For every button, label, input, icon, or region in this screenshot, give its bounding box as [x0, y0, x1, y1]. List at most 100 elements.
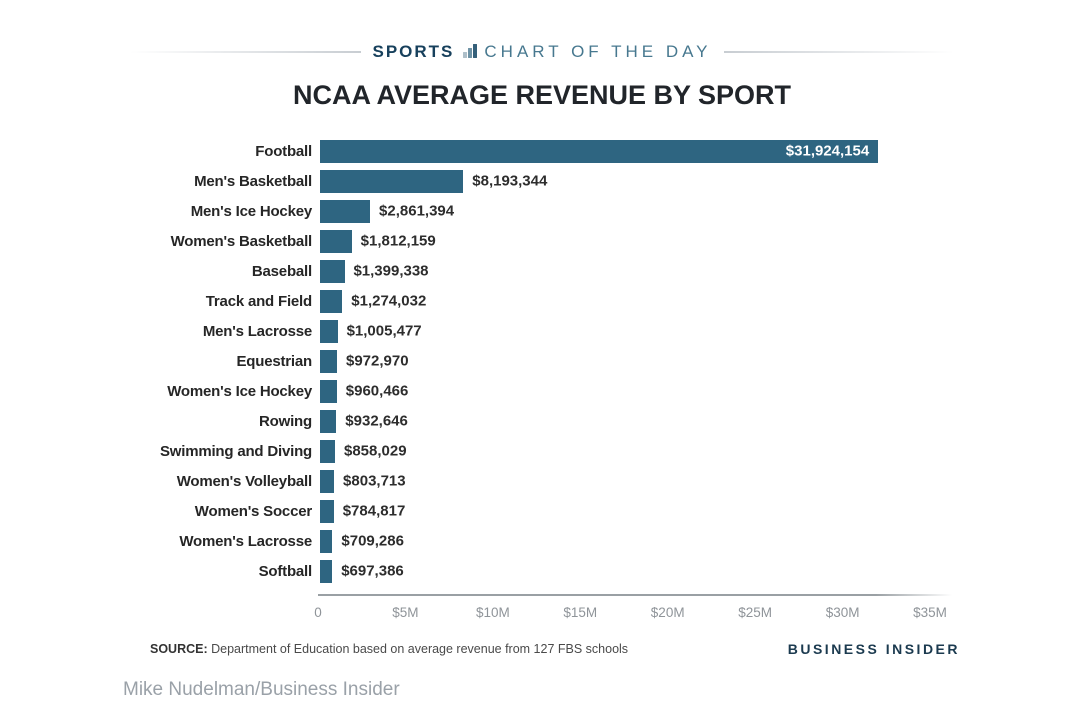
kicker-text: SPORTS CHART OF THE DAY: [361, 42, 724, 62]
bar-value: $8,193,344: [472, 172, 548, 190]
bar: [320, 469, 335, 493]
bar-value: $2,861,394: [379, 202, 455, 220]
bar-track: $858,029: [320, 439, 932, 463]
bar-value: $709,286: [341, 532, 404, 550]
bar-value: $803,713: [343, 472, 406, 490]
bar: [320, 289, 343, 313]
kicker-rule-right: [723, 51, 955, 53]
bar-label: Football: [255, 142, 312, 160]
bar-label: Softball: [258, 562, 313, 580]
bar: [320, 499, 334, 523]
kicker-rule-left: [130, 51, 361, 53]
bar-row: Men's Basketball $8,193,344: [150, 166, 950, 196]
bar-row: Softball $697,386: [150, 556, 950, 586]
bar-row: Baseball $1,399,338: [150, 256, 950, 286]
bar-label: Track and Field: [205, 292, 312, 310]
x-axis-tick-label: $15M: [563, 605, 598, 620]
bar-track: $803,713: [320, 469, 932, 493]
kicker-chart-of-the-day-label: CHART OF THE DAY: [484, 42, 712, 61]
bar-row: Women's Lacrosse $709,286: [150, 526, 950, 556]
x-axis-tick-label: $30M: [825, 605, 860, 620]
business-insider-logo: BUSINESS INSIDER: [787, 641, 960, 657]
bar-label: Equestrian: [236, 352, 312, 370]
bar-track: $697,386: [320, 559, 932, 583]
bar-track: $1,274,032: [320, 289, 932, 313]
source-label: SOURCE:: [150, 642, 208, 656]
x-axis-tick-label: 0: [314, 605, 322, 620]
bar: [320, 559, 333, 583]
bar-value: $697,386: [341, 562, 404, 580]
source-text: Department of Education based on average…: [207, 642, 629, 656]
bar-row: Equestrian $972,970: [150, 346, 950, 376]
bar: [320, 169, 464, 193]
bar-track: $960,466: [320, 379, 932, 403]
artist-credit: Mike Nudelman/Business Insider: [123, 679, 400, 700]
bar-row: Track and Field $1,274,032: [150, 286, 950, 316]
bar-value: $1,274,032: [351, 292, 427, 310]
bar-label: Women's Lacrosse: [179, 532, 312, 550]
bar-track: $31,924,154: [320, 139, 932, 163]
bar-track: $709,286: [320, 529, 932, 553]
bar-track: $1,005,477: [320, 319, 932, 343]
bar-value: $1,399,338: [353, 262, 429, 280]
bar-track: $8,193,344: [320, 169, 932, 193]
bar: [320, 229, 352, 253]
bar-row: Women's Soccer $784,817: [150, 496, 950, 526]
bar-label: Swimming and Diving: [159, 442, 312, 460]
bar-value: $31,924,154: [785, 142, 870, 160]
bar-track: $932,646: [320, 409, 932, 433]
source-note: SOURCE: Department of Education based on…: [150, 642, 628, 656]
bar-label: Baseball: [251, 262, 312, 280]
bar-label: Men's Ice Hockey: [190, 202, 312, 220]
bar-row: Men's Ice Hockey $2,861,394: [150, 196, 950, 226]
bar-row: Women's Basketball $1,812,159: [150, 226, 950, 256]
bar-value: $784,817: [342, 502, 406, 520]
bar: [320, 439, 335, 463]
bar: [320, 529, 333, 553]
x-axis-tick-label: $35M: [913, 605, 947, 620]
bar-label: Men's Lacrosse: [202, 322, 312, 340]
bar-track: $1,399,338: [320, 259, 932, 283]
bar-chart-icon: [463, 44, 478, 58]
bar-row: Swimming and Diving $858,029: [150, 436, 950, 466]
bar-label: Men's Basketball: [194, 172, 312, 190]
kicker-sports-label: SPORTS: [372, 42, 455, 61]
bar-value: $932,646: [345, 412, 408, 430]
bar-row: Football $31,924,154: [150, 136, 950, 166]
x-axis-tick-label: $25M: [738, 605, 772, 620]
bar-label: Rowing: [259, 412, 312, 430]
bar-value: $1,812,159: [360, 232, 436, 250]
bar-track: $972,970: [320, 349, 932, 373]
bar: [320, 409, 337, 433]
bar-chart: Football $31,924,154 Men's Basketball $8,19…: [150, 136, 950, 586]
bar-track: $784,817: [320, 499, 932, 523]
bar-track: $2,861,394: [320, 199, 932, 223]
bar-value: $960,466: [345, 382, 409, 400]
bar-value: $972,970: [346, 352, 409, 370]
bar: [320, 139, 879, 163]
bar-label: Women's Ice Hockey: [167, 382, 312, 400]
x-axis-tick-label: $10M: [476, 605, 510, 620]
bar-value: $1,005,477: [346, 322, 422, 340]
bar-track: $1,812,159: [320, 229, 932, 253]
bar-row: Rowing $932,646: [150, 406, 950, 436]
bar-label: Women's Basketball: [170, 232, 313, 250]
bar-row: Men's Lacrosse $1,005,477: [150, 316, 950, 346]
bar-label: Women's Volleyball: [176, 472, 312, 490]
chart-title: NCAA AVERAGE REVENUE BY SPORT: [292, 80, 792, 110]
x-axis-tick-label: $20M: [650, 605, 685, 620]
x-axis-tick-label: $5M: [392, 605, 419, 620]
bar: [320, 319, 338, 343]
bar-label: Women's Soccer: [194, 502, 312, 520]
bar: [320, 349, 337, 373]
x-axis-line: [318, 594, 952, 596]
bar-row: Women's Volleyball $803,713: [150, 466, 950, 496]
bar: [320, 259, 345, 283]
x-axis-ticks: 0 $5M $10M $15M $20M $25M $30M $35M: [314, 605, 952, 625]
bar: [320, 199, 370, 223]
bar: [320, 379, 337, 403]
x-axis: 0 $5M $10M $15M $20M $25M $30M $35M: [314, 594, 952, 625]
bar-row: Women's Ice Hockey $960,466: [150, 376, 950, 406]
kicker-header: SPORTS CHART OF THE DAY: [130, 42, 955, 62]
